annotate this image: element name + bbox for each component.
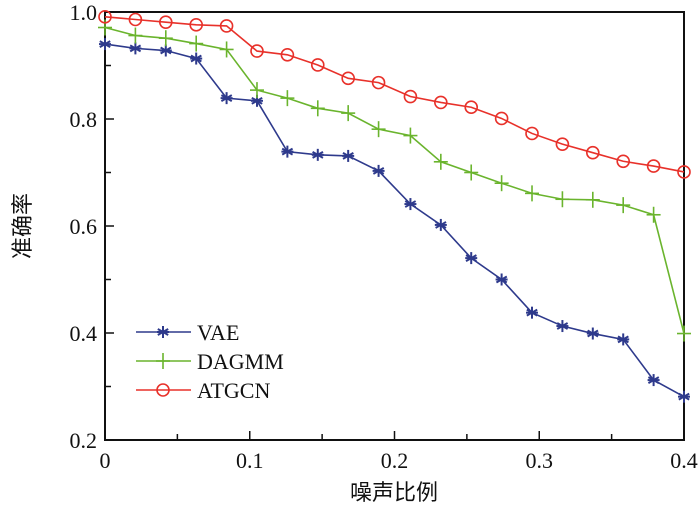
data-point-atgcn bbox=[158, 15, 173, 29]
y-tick-label: 0.4 bbox=[70, 321, 98, 346]
data-point-dagmm bbox=[219, 41, 234, 58]
data-point-atgcn bbox=[128, 12, 143, 27]
data-point-vae bbox=[678, 390, 690, 403]
y-axis-title: 准确率 bbox=[11, 193, 36, 259]
legend-marker-dagmm bbox=[156, 353, 170, 369]
data-point-atgcn bbox=[219, 19, 234, 33]
plot-frame bbox=[104, 11, 685, 441]
data-point-atgcn bbox=[555, 137, 570, 151]
x-tick-label: 0 bbox=[100, 448, 111, 473]
data-point-dagmm bbox=[494, 175, 509, 192]
series-line-vae bbox=[104, 43, 685, 398]
y-tick-label: 1.0 bbox=[70, 0, 98, 25]
data-point-vae bbox=[434, 218, 447, 231]
data-point-dagmm bbox=[280, 90, 295, 107]
data-point-vae bbox=[311, 148, 324, 161]
data-point-atgcn bbox=[464, 100, 479, 115]
data-point-dagmm bbox=[677, 325, 691, 342]
data-point-vae bbox=[586, 327, 599, 340]
data-point-dagmm bbox=[128, 27, 143, 44]
data-point-dagmm bbox=[341, 105, 356, 122]
data-point-dagmm bbox=[158, 30, 173, 47]
data-point-dagmm bbox=[310, 100, 325, 117]
data-point-vae bbox=[159, 44, 172, 57]
data-point-vae bbox=[220, 92, 233, 105]
data-point-atgcn bbox=[310, 58, 325, 72]
data-point-vae bbox=[465, 252, 478, 265]
data-point-dagmm bbox=[189, 35, 204, 52]
data-point-dagmm bbox=[525, 185, 540, 202]
data-point-dagmm bbox=[98, 19, 112, 36]
x-tick-label: 0.2 bbox=[381, 448, 409, 473]
data-point-atgcn bbox=[494, 111, 509, 126]
y-tick-label: 0.8 bbox=[70, 107, 98, 132]
series-line-dagmm bbox=[104, 26, 685, 334]
data-point-dagmm bbox=[616, 197, 631, 214]
data-point-vae bbox=[342, 149, 355, 162]
data-point-atgcn bbox=[98, 10, 112, 24]
data-point-dagmm bbox=[433, 153, 448, 170]
data-point-vae bbox=[129, 42, 142, 55]
data-point-dagmm bbox=[646, 206, 661, 223]
data-point-atgcn bbox=[250, 44, 264, 58]
x-axis-title: 噪声比例 bbox=[350, 481, 438, 506]
legend-label-dagmm: DAGMM bbox=[197, 349, 284, 374]
data-point-dagmm bbox=[464, 164, 479, 181]
data-point-dagmm bbox=[403, 127, 418, 144]
legend-label-vae: VAE bbox=[197, 320, 239, 345]
y-tick-label: 0.2 bbox=[70, 428, 98, 453]
legend-item-atgcn: ATGCN bbox=[136, 378, 270, 403]
legend-item-vae: VAE bbox=[136, 320, 239, 345]
data-point-vae bbox=[281, 145, 294, 158]
data-point-atgcn bbox=[586, 145, 600, 160]
data-point-vae bbox=[647, 374, 660, 387]
data-point-atgcn bbox=[341, 71, 355, 86]
data-point-dagmm bbox=[555, 191, 570, 208]
data-point-atgcn bbox=[371, 75, 386, 90]
legend-marker-vae bbox=[157, 326, 169, 338]
legend-marker-atgcn bbox=[156, 383, 170, 397]
data-point-atgcn bbox=[616, 154, 631, 169]
data-point-atgcn bbox=[189, 18, 203, 32]
data-point-atgcn bbox=[434, 95, 448, 110]
data-point-vae bbox=[372, 164, 385, 177]
x-tick-label: 0.1 bbox=[236, 448, 264, 473]
legend-label-atgcn: ATGCN bbox=[197, 378, 270, 403]
x-tick-label: 0.3 bbox=[526, 448, 554, 473]
data-point-vae bbox=[99, 38, 111, 51]
legend-item-dagmm: DAGMM bbox=[136, 349, 284, 374]
data-point-atgcn bbox=[403, 89, 418, 104]
data-point-atgcn bbox=[280, 47, 295, 62]
data-point-atgcn bbox=[646, 159, 661, 173]
data-point-atgcn bbox=[525, 126, 539, 141]
data-point-vae bbox=[404, 198, 417, 211]
data-point-dagmm bbox=[585, 191, 600, 208]
x-tick-label: 0.4 bbox=[670, 448, 698, 473]
data-point-vae bbox=[617, 333, 630, 346]
data-point-vae bbox=[190, 52, 203, 65]
data-point-vae bbox=[495, 273, 508, 286]
data-point-dagmm bbox=[249, 82, 264, 99]
y-tick-label: 0.6 bbox=[70, 214, 98, 239]
data-point-atgcn bbox=[677, 165, 691, 179]
data-point-vae bbox=[526, 306, 539, 319]
data-point-dagmm bbox=[371, 121, 386, 138]
data-point-vae bbox=[556, 320, 569, 333]
